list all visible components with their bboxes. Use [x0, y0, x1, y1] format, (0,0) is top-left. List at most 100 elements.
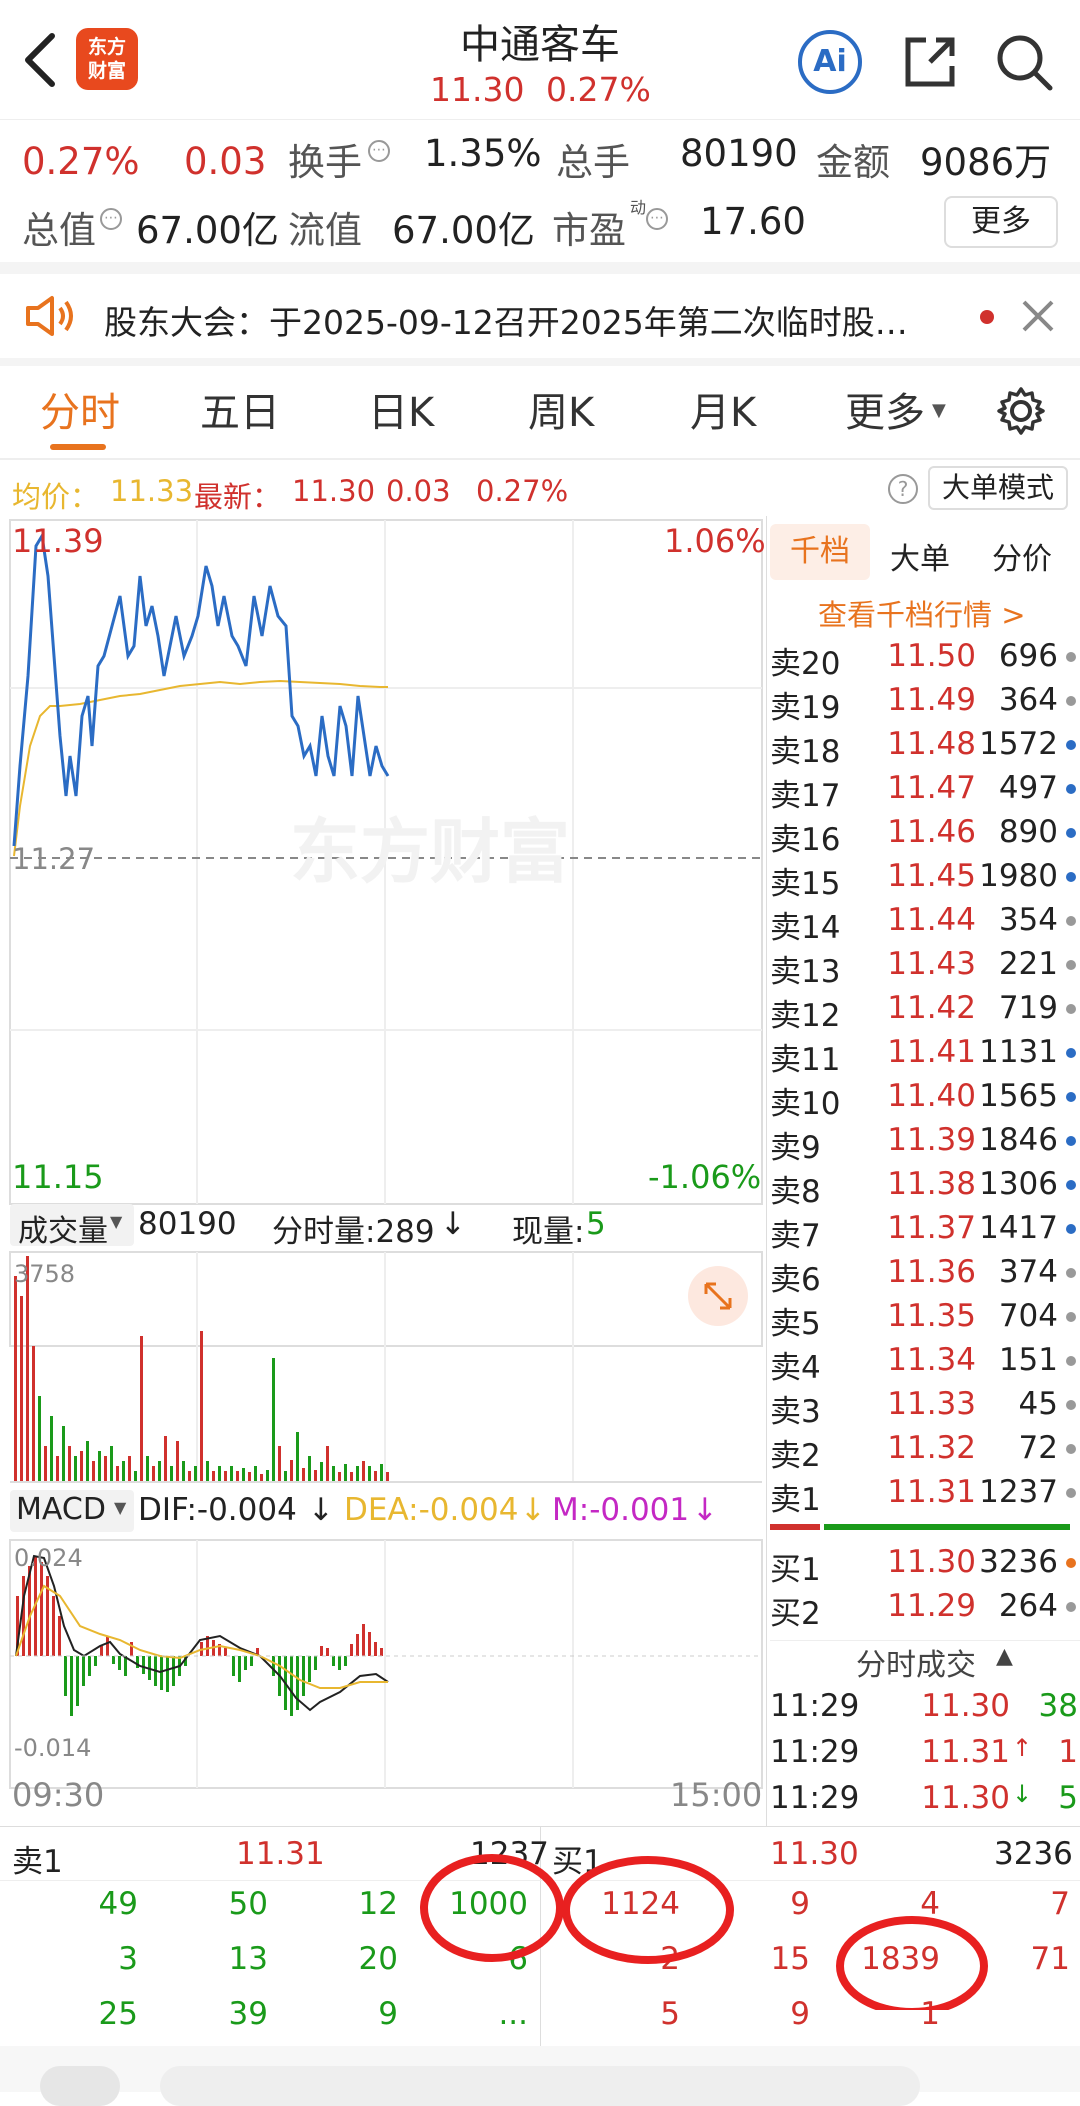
tab-thousand-levels[interactable]: 千档	[770, 524, 870, 580]
ask-row[interactable]: 卖10 11.40 1565	[770, 1078, 1080, 1122]
macd-selector[interactable]: MACD ▼	[10, 1490, 134, 1532]
volume-bars	[14, 1256, 389, 1482]
help-icon[interactable]: ?	[888, 474, 918, 504]
ask-row[interactable]: 卖12 11.42 719	[770, 990, 1080, 1034]
big-order-mode-button[interactable]: 大单模式	[928, 466, 1068, 510]
ask-row[interactable]: 卖14 11.44 354	[770, 902, 1080, 946]
ask-row[interactable]: 卖18 11.48 1572	[770, 726, 1080, 770]
ask-price: 11.40	[887, 1078, 976, 1114]
more-caret-icon: ▼	[932, 400, 946, 421]
turnover-label: 换手	[288, 141, 362, 184]
tab-big-orders[interactable]: 大单	[890, 542, 950, 577]
ask-volume: 374	[998, 1254, 1058, 1290]
tab-week-k[interactable]: 周K	[528, 390, 595, 436]
ask-row[interactable]: 卖15 11.45 1980	[770, 858, 1080, 902]
gear-icon[interactable]	[996, 386, 1046, 436]
tab-more[interactable]: 更多	[845, 390, 925, 436]
ask-dot-icon	[1066, 1444, 1076, 1454]
ask-row[interactable]: 卖17 11.47 497	[770, 770, 1080, 814]
bid-row[interactable]: 买1 11.30 3236	[770, 1544, 1080, 1588]
ask-volume: 221	[998, 946, 1058, 982]
ask-row[interactable]: 卖8 11.38 1306	[770, 1166, 1080, 1210]
depth-sell-cell: 39	[228, 1996, 268, 2032]
depth-sell-cell: 9	[378, 1996, 398, 2032]
ask-dot-icon	[1066, 1092, 1076, 1102]
notice-unread-dot	[980, 310, 994, 324]
depth-sell-cell: 6	[508, 1941, 528, 1977]
header-price: 11.30	[430, 70, 525, 109]
trade-volume: 1	[1058, 1734, 1078, 1770]
ask-row[interactable]: 卖11 11.41 1131	[770, 1034, 1080, 1078]
header-bar: 东方 财富 中通客车 11.30 0.27% Ai	[0, 0, 1080, 120]
intraday-chart[interactable]: 东方财富	[0, 516, 766, 1826]
ask-row[interactable]: 卖3 11.33 45	[770, 1386, 1080, 1430]
macd-top-label: 0.024	[14, 1544, 83, 1572]
depth-sell-cell: 1000	[449, 1886, 528, 1922]
depth-sell-cell: 3	[118, 1941, 138, 1977]
ask-level-label: 卖5	[770, 1306, 821, 1342]
comment-input[interactable]	[160, 2066, 920, 2106]
ask-dot-icon	[1066, 872, 1076, 882]
ask-row[interactable]: 卖4 11.34 151	[770, 1342, 1080, 1386]
toolbar-button[interactable]	[40, 2066, 120, 2106]
close-icon[interactable]	[1020, 298, 1056, 334]
ask-volume: 364	[998, 682, 1058, 718]
tab-day-k[interactable]: 日K	[368, 390, 435, 436]
ask-row[interactable]: 卖7 11.37 1417	[770, 1210, 1080, 1254]
mktcap-label: 总值	[22, 209, 96, 252]
latest-pct: 0.27%	[476, 474, 569, 508]
ask-row[interactable]: 卖20 11.50 696	[770, 638, 1080, 682]
ask-price: 11.31	[887, 1474, 976, 1510]
float-label: 流值	[288, 209, 362, 252]
ask-dot-icon	[1066, 1136, 1076, 1146]
depth-buy-price: 11.30	[770, 1836, 859, 1872]
trades-header[interactable]: 分时成交	[856, 1648, 976, 1683]
tab-5day[interactable]: 五日	[200, 390, 280, 436]
mktcap-info-icon[interactable]: ⋯	[100, 208, 122, 230]
expand-button[interactable]	[688, 1266, 748, 1326]
m-arrow-icon: ↓	[692, 1492, 718, 1528]
bid-dot-icon	[1066, 1602, 1076, 1612]
ask-level-label: 卖4	[770, 1350, 821, 1386]
ask-price: 11.49	[887, 682, 976, 718]
depth-buy-cell: 9	[790, 1886, 810, 1922]
ask-row[interactable]: 卖13 11.43 221	[770, 946, 1080, 990]
ask-volume: 1565	[979, 1078, 1058, 1114]
ask-row[interactable]: 卖16 11.46 890	[770, 814, 1080, 858]
depth-buy-cell: 1124	[601, 1886, 680, 1922]
turnover-info-icon[interactable]: ⋯	[368, 140, 390, 162]
ask-dot-icon	[1066, 1312, 1076, 1322]
pe-info-icon[interactable]: ⋯	[646, 208, 668, 230]
view-levels-link[interactable]: 查看千档行情 >	[818, 598, 1026, 632]
depth-buy-cell: 7	[1050, 1886, 1070, 1922]
notice-text[interactable]: 股东大会：于2025-09-12召开2025年第二次临时股…	[104, 303, 908, 342]
ai-button[interactable]: Ai	[798, 30, 862, 94]
ask-row[interactable]: 卖1 11.31 1237	[770, 1474, 1080, 1518]
ask-dot-icon	[1066, 652, 1076, 662]
bid-level-label: 买2	[770, 1596, 821, 1632]
volume-label: 成交量	[18, 1214, 108, 1249]
ask-row[interactable]: 卖19 11.49 364	[770, 682, 1080, 726]
trade-time: 11:29	[770, 1688, 860, 1724]
ask-level-label: 卖16	[770, 822, 841, 858]
volume-selector[interactable]: 成交量 ▼	[10, 1204, 134, 1249]
depth-buy-cell: 5	[660, 1996, 680, 2032]
tab-intraday[interactable]: 分时	[40, 390, 120, 436]
macd-dea: DEA:-0.004	[344, 1492, 519, 1528]
ask-volume: 1417	[979, 1210, 1058, 1246]
ask-row[interactable]: 卖9 11.39 1846	[770, 1122, 1080, 1166]
share-icon[interactable]	[900, 32, 960, 92]
search-icon[interactable]	[992, 30, 1056, 94]
depth-sell-cell: ...	[498, 1996, 528, 2032]
back-chevron-icon[interactable]	[22, 32, 58, 88]
tab-price-dist[interactable]: 分价	[992, 542, 1052, 577]
macd-dif: DIF:-0.004	[138, 1492, 297, 1528]
more-button[interactable]: 更多	[944, 196, 1058, 248]
trade-price: 11.30	[921, 1688, 1010, 1724]
latest-chg: 0.03	[386, 474, 451, 508]
bid-row[interactable]: 买2 11.29 264	[770, 1588, 1080, 1632]
ask-row[interactable]: 卖5 11.35 704	[770, 1298, 1080, 1342]
tab-month-k[interactable]: 月K	[690, 390, 757, 436]
ask-row[interactable]: 卖2 11.32 72	[770, 1430, 1080, 1474]
ask-row[interactable]: 卖6 11.36 374	[770, 1254, 1080, 1298]
